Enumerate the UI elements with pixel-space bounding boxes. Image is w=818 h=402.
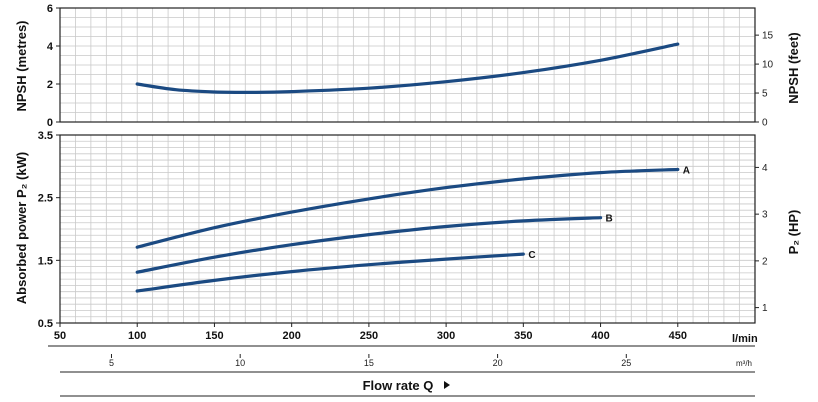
flow-m3h-tick-label: 25 [621,358,631,368]
npsh-tick-label: 6 [47,3,53,15]
m3h-unit-label: m³/h [736,359,752,368]
npsh-feet-tick-label: 0 [762,118,768,129]
series-label-A: A [683,165,690,176]
npsh-feet-label: NPSH (feet) [786,32,801,104]
npsh-curve [135,42,680,95]
series-label-C: C [528,250,535,261]
power-hp-label: P₂ (HP) [786,210,801,255]
npsh-tick-label: 4 [47,41,54,53]
flow-rate-label: Flow rate Q [363,378,434,393]
flow-lmin-tick-label: 400 [591,330,609,342]
npsh-tick-label: 2 [47,79,53,91]
power-curve-A [135,167,680,249]
flow-m3h-tick-label: 20 [493,358,503,368]
power-hp-tick-label: 3 [762,210,768,221]
flow-m3h-tick-label: 10 [235,358,245,368]
flow-lmin-tick-label: 350 [514,330,532,342]
npsh-feet-tick-label: 15 [762,31,774,42]
flow-axis: 5 10 15 20 25 [48,345,755,397]
flow-lmin-tick-label: 100 [128,330,146,342]
flow-lmin-tick-label: 250 [360,330,378,342]
flow-m3h-tick-label: 15 [364,358,374,368]
power-hp-tick-label: 2 [762,256,768,267]
power-tick-label: 2.5 [38,193,53,205]
npsh-metres-label: NPSH (metres) [14,20,29,111]
power-curve-B [135,216,603,274]
lmin-unit-label: l/min [732,333,758,345]
series-label-B: B [606,214,613,225]
power-tick-label: 0.5 [38,318,53,330]
flow-lmin-tick-label: 300 [437,330,455,342]
npsh-chart: 0 2 4 6 0 5 10 15 [47,3,774,129]
npsh-tick-label: 0 [47,117,53,129]
power-tick-label: 3.5 [38,130,53,142]
flow-lmin-tick-label: 450 [669,330,687,342]
flow-lmin-tick-label: 150 [205,330,223,342]
npsh-feet-tick-label: 5 [762,89,768,100]
power-hp-tick-label: 1 [762,303,768,314]
flow-rate-arrow-icon [444,381,450,389]
flow-lmin-tick-label: 200 [282,330,300,342]
power-frame [59,134,756,324]
flow-m3h-tick-label: 5 [109,358,114,368]
power-hp-tick-label: 4 [762,163,768,174]
flow-lmin-tick-label: 50 [54,330,66,342]
power-curve-C [135,252,525,293]
power-tick-label: 1.5 [38,255,53,267]
npsh-feet-tick-label: 10 [762,60,774,71]
power-kw-label: Absorbed power P₂ (kW) [14,152,29,304]
npsh-frame [59,7,756,123]
